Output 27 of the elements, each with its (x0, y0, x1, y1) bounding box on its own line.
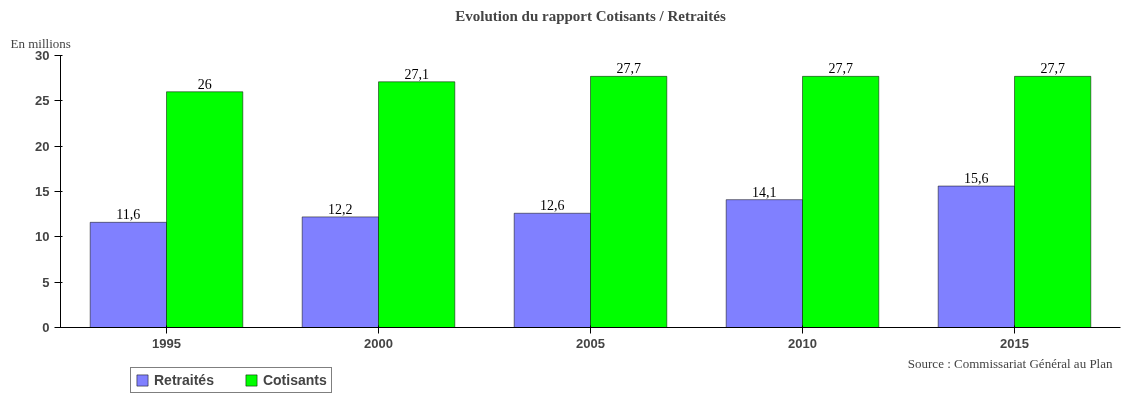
y-tick-label: 20 (35, 138, 50, 154)
source-note: Source : Commissariat Général au Plan (907, 355, 1113, 371)
data-label: 27,1 (404, 66, 429, 82)
data-label: 27,7 (828, 61, 853, 77)
y-tick-label: 30 (35, 48, 50, 63)
data-label: 12,2 (328, 201, 353, 217)
y-tick-label: 25 (35, 93, 50, 109)
y-axis-title: En millions (10, 35, 71, 51)
data-label: 26 (197, 76, 212, 92)
legend-label: Cotisants (262, 372, 327, 388)
y-tick-label: 15 (35, 184, 50, 199)
x-tick-label: 2010 (788, 335, 817, 351)
data-label: 15,6 (964, 171, 989, 187)
x-tick-label: 2015 (1000, 335, 1029, 351)
y-tick-label: 5 (42, 274, 50, 290)
y-tick-label: 10 (35, 229, 50, 245)
x-tick-label: 2005 (576, 335, 605, 351)
legend-label: Retraités (154, 372, 214, 388)
x-tick-label: 2000 (364, 335, 393, 351)
data-label: 14,1 (752, 184, 777, 200)
x-tick-label: 1995 (152, 335, 181, 351)
data-label: 11,6 (116, 207, 141, 223)
data-label: 27,7 (1040, 61, 1065, 77)
data-label: 12,6 (540, 198, 565, 214)
chart-title: Evolution du rapport Cotisants / Retraités (455, 7, 726, 24)
y-tick-label: 0 (42, 320, 50, 335)
data-label: 27,7 (616, 61, 641, 77)
